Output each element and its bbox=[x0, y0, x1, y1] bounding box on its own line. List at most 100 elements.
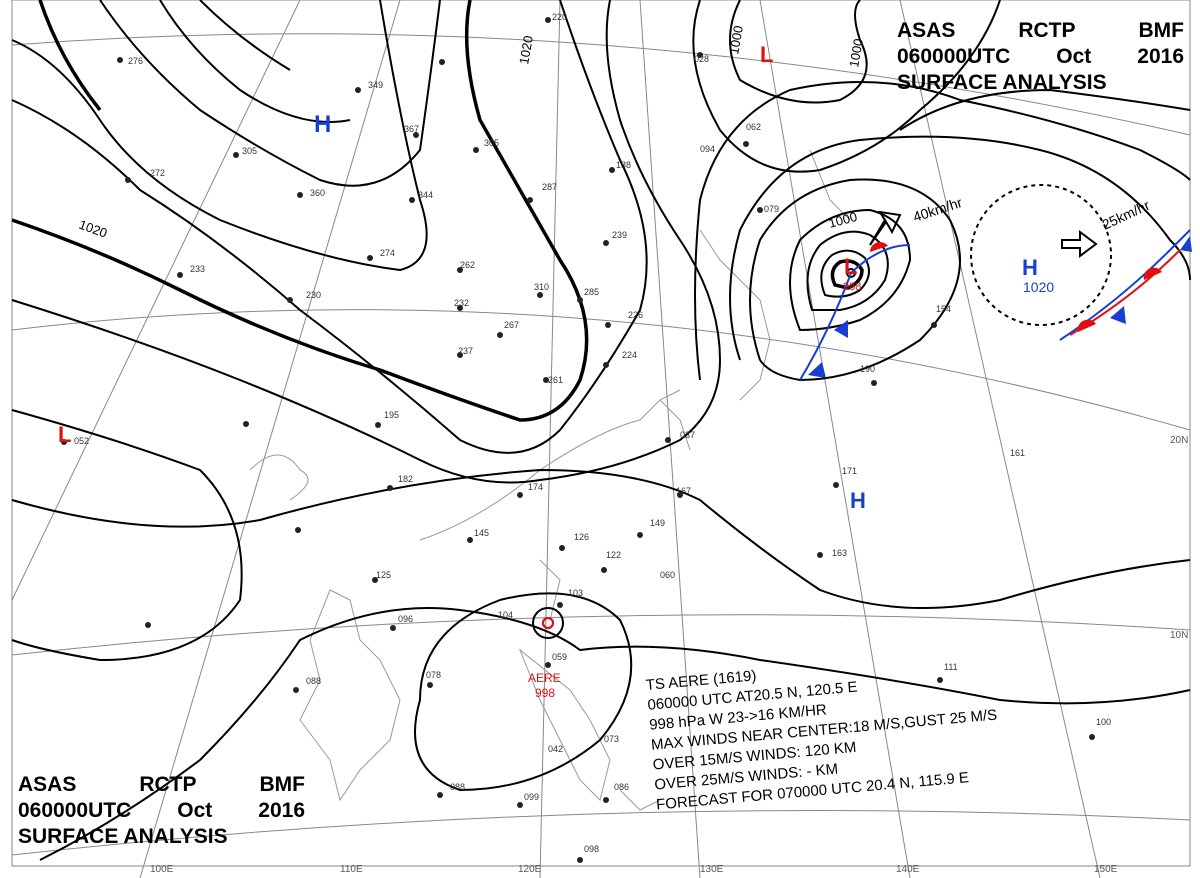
grid-labels: 20N 10N 100E 110E 120E 130E 140E 150E bbox=[150, 435, 1188, 875]
typhoon-symbol: AERE 998 bbox=[528, 617, 561, 700]
longitude-label: 150E bbox=[1094, 864, 1118, 875]
station-value: 267 bbox=[504, 320, 519, 330]
station-value: 367 bbox=[404, 124, 419, 134]
coastlines bbox=[249, 149, 851, 811]
station-value: 149 bbox=[650, 518, 665, 528]
isobar-label: 1000 bbox=[827, 209, 859, 231]
station-value: 079 bbox=[764, 204, 779, 214]
month-label: Oct bbox=[1056, 45, 1092, 68]
station-value: 163 bbox=[832, 548, 847, 558]
station-value: 099 bbox=[524, 792, 539, 802]
office-label: BMF bbox=[1138, 19, 1185, 42]
station-value: 360 bbox=[310, 188, 325, 198]
station-value: 042 bbox=[548, 744, 563, 754]
station-value: 276 bbox=[128, 56, 143, 66]
org-label: ASAS bbox=[18, 773, 77, 796]
arrow-icon bbox=[869, 210, 902, 246]
warm-front-bumps bbox=[870, 241, 1162, 332]
station-value: 078 bbox=[426, 670, 441, 680]
cold-front-triangles bbox=[808, 236, 1192, 378]
isobar-labels: 1020 1000 1000 1020 1000 bbox=[77, 24, 866, 240]
station-value: 098 bbox=[584, 844, 599, 854]
header-bottom: ASAS RCTP BMF 060000UTC Oct 2016 SURFACE… bbox=[18, 772, 305, 850]
station-value: 028 bbox=[694, 54, 709, 64]
station-value: 344 bbox=[418, 190, 433, 200]
motion-labels: 40km/hr 25km/hr bbox=[911, 194, 1152, 233]
station-value: 305 bbox=[242, 146, 257, 156]
station-value: 088 bbox=[306, 676, 321, 686]
station-value: 060 bbox=[660, 570, 675, 580]
station-value: 171 bbox=[842, 466, 857, 476]
motion-speed-label: 25km/hr bbox=[1100, 197, 1153, 233]
station-value: 272 bbox=[150, 168, 165, 178]
station-value: 174 bbox=[528, 482, 543, 492]
month-label: Oct bbox=[177, 799, 213, 822]
fronts bbox=[799, 229, 1192, 381]
station-value: 237 bbox=[458, 346, 473, 356]
org-label: ASAS bbox=[897, 19, 956, 42]
isobar-label: 1020 bbox=[516, 34, 536, 65]
station-value: 096 bbox=[398, 614, 413, 624]
longitude-label: 100E bbox=[150, 864, 174, 875]
high-pressure-center: H bbox=[850, 488, 866, 513]
typhoon-name: AERE bbox=[528, 671, 561, 685]
graticule bbox=[11, 0, 1191, 878]
station-value: 086 bbox=[614, 782, 629, 792]
station-value: 111 bbox=[944, 662, 958, 672]
station-value: 094 bbox=[700, 144, 715, 154]
latitude-label: 10N bbox=[1170, 630, 1188, 641]
station-value: 274 bbox=[380, 248, 395, 258]
longitude-label: 110E bbox=[340, 864, 363, 875]
station-value: 190 bbox=[860, 364, 875, 374]
header-top-row-1: ASAS RCTP BMF bbox=[897, 18, 1184, 44]
low-pressure-center: L bbox=[58, 422, 71, 447]
station-label: RCTP bbox=[139, 773, 197, 796]
station-value: 126 bbox=[574, 532, 589, 542]
typhoon-icon bbox=[542, 617, 554, 629]
station-value: 310 bbox=[534, 282, 549, 292]
station-value: 104 bbox=[498, 610, 513, 620]
high-pressure-value: 1020 bbox=[1023, 279, 1054, 295]
station-value: 349 bbox=[368, 80, 383, 90]
station-value: 122 bbox=[606, 550, 621, 560]
low-pressure-value: 988 bbox=[843, 281, 861, 293]
low-pressure-center: L bbox=[760, 42, 773, 67]
station-value: 285 bbox=[584, 287, 599, 297]
station-value: 145 bbox=[474, 528, 489, 538]
station-value: 073 bbox=[604, 734, 619, 744]
year-label: 2016 bbox=[258, 799, 305, 822]
high-pressure-center: H bbox=[314, 111, 331, 138]
station-value: 287 bbox=[542, 182, 557, 192]
station-value: 100 bbox=[1096, 717, 1111, 727]
station-value: 059 bbox=[552, 652, 567, 662]
longitude-label: 140E bbox=[896, 864, 920, 875]
pressure-centers: H L L 988 H 1020 H L bbox=[58, 42, 1054, 513]
station-value: 226 bbox=[628, 310, 643, 320]
station-values: 276 349 305 367 272 360 344 305 274 262 … bbox=[74, 12, 1111, 854]
station-value: 305 bbox=[484, 138, 499, 148]
station-value: 232 bbox=[454, 298, 469, 308]
station-value: 195 bbox=[384, 410, 399, 420]
header-bottom-row-2: 060000UTC Oct 2016 bbox=[18, 798, 305, 824]
motion-speed-label: 40km/hr bbox=[911, 194, 964, 225]
map-title: SURFACE ANALYSIS bbox=[18, 825, 228, 848]
longitude-label: 130E bbox=[700, 864, 724, 875]
isobar-label: 1000 bbox=[846, 37, 866, 68]
station-value: 125 bbox=[376, 570, 391, 580]
latitude-label: 20N bbox=[1170, 435, 1188, 446]
longitude-label: 120E bbox=[518, 864, 542, 875]
station-value: 188 bbox=[616, 160, 631, 170]
station-value: 239 bbox=[612, 230, 627, 240]
station-value: 062 bbox=[746, 122, 761, 132]
time-label: 060000UTC bbox=[18, 799, 132, 822]
office-label: BMF bbox=[259, 773, 306, 796]
isobar-label: 1020 bbox=[77, 217, 109, 241]
header-bottom-row-1: ASAS RCTP BMF bbox=[18, 772, 305, 798]
station-value: 037 bbox=[680, 430, 695, 440]
low-pressure-center: L bbox=[844, 254, 857, 279]
station-value: 161 bbox=[1010, 448, 1025, 458]
station-value: 088 bbox=[450, 782, 465, 792]
motion-arrows bbox=[869, 210, 1098, 258]
station-value: 182 bbox=[398, 474, 413, 484]
header-top-row-2: 060000UTC Oct 2016 bbox=[897, 44, 1184, 70]
